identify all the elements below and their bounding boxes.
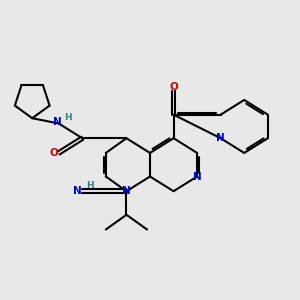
Text: N: N (216, 133, 225, 143)
Text: N: N (74, 186, 82, 196)
Text: H: H (64, 112, 72, 122)
Text: O: O (169, 82, 178, 92)
Text: N: N (53, 117, 62, 127)
Text: N: N (193, 172, 202, 182)
Text: H: H (86, 182, 94, 190)
Text: N: N (122, 186, 131, 196)
Text: O: O (50, 148, 59, 158)
